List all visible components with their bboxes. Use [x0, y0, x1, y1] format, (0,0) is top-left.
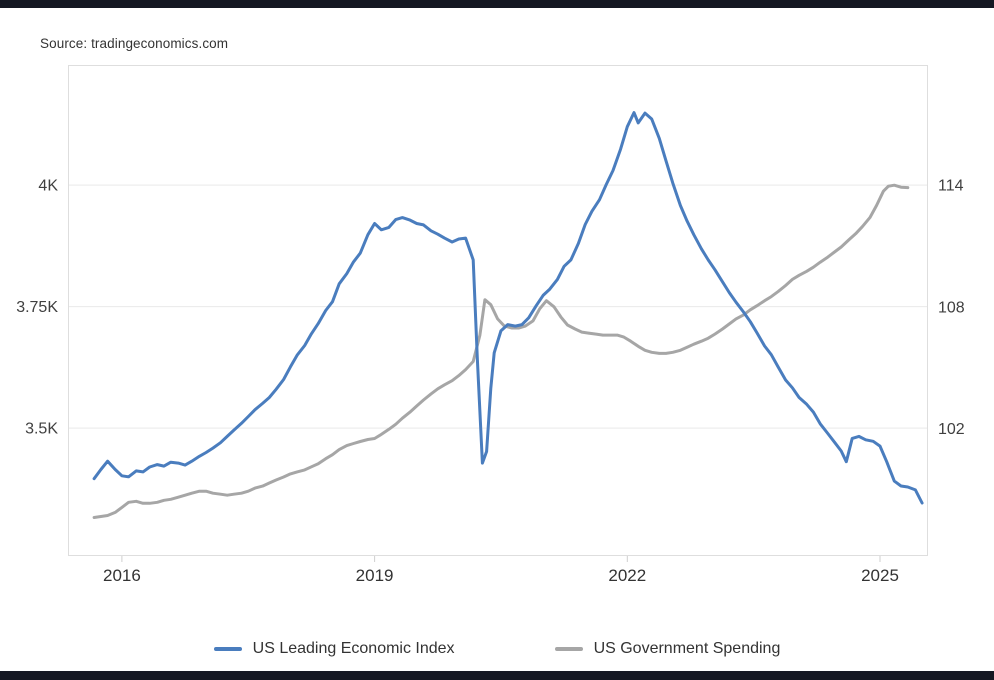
- legend-label-us-government-spending: US Government Spending: [593, 640, 781, 657]
- y-axis-tick-label-left: 3.5K: [25, 421, 58, 438]
- x-axis-tick-label: 2019: [356, 566, 394, 585]
- y-axis-tick-label-right: 102: [938, 421, 965, 438]
- x-axis-tick-label: 2022: [608, 566, 646, 585]
- y-axis-tick-label-left: 4K: [38, 178, 58, 195]
- series-line-us-leading-economic-index[interactable]: [92, 111, 924, 505]
- plot-border: [68, 65, 928, 556]
- legend-swatch-gray-line: [554, 647, 583, 651]
- source-attribution: Source: tradingeconomics.com: [40, 36, 229, 51]
- legend-label-us-leading-economic-index: US Leading Economic Index: [252, 640, 455, 657]
- legend-item-us-government-spending[interactable]: US Government Spending: [554, 640, 781, 658]
- bottom-bar: [0, 671, 994, 680]
- legend-swatch-blue-line: [213, 647, 242, 651]
- y-axis-tick-label-left: 3.75K: [16, 299, 58, 316]
- legend-item-us-leading-economic-index[interactable]: US Leading Economic Index: [213, 640, 455, 658]
- chart-canvas[interactable]: 2016 2019 2022 2025 3.5K 3.75K 4K 102 108 114: [0, 0, 994, 600]
- series-line-us-government-spending[interactable]: [92, 183, 910, 519]
- x-axis-tick-label: 2016: [103, 566, 141, 585]
- legend: US Leading Economic Index US Government …: [0, 640, 994, 658]
- y-axis-tick-label-right: 108: [938, 299, 965, 316]
- x-axis-tick-label: 2025: [861, 566, 899, 585]
- y-axis-tick-label-right: 114: [938, 178, 964, 195]
- top-bar: [0, 0, 994, 8]
